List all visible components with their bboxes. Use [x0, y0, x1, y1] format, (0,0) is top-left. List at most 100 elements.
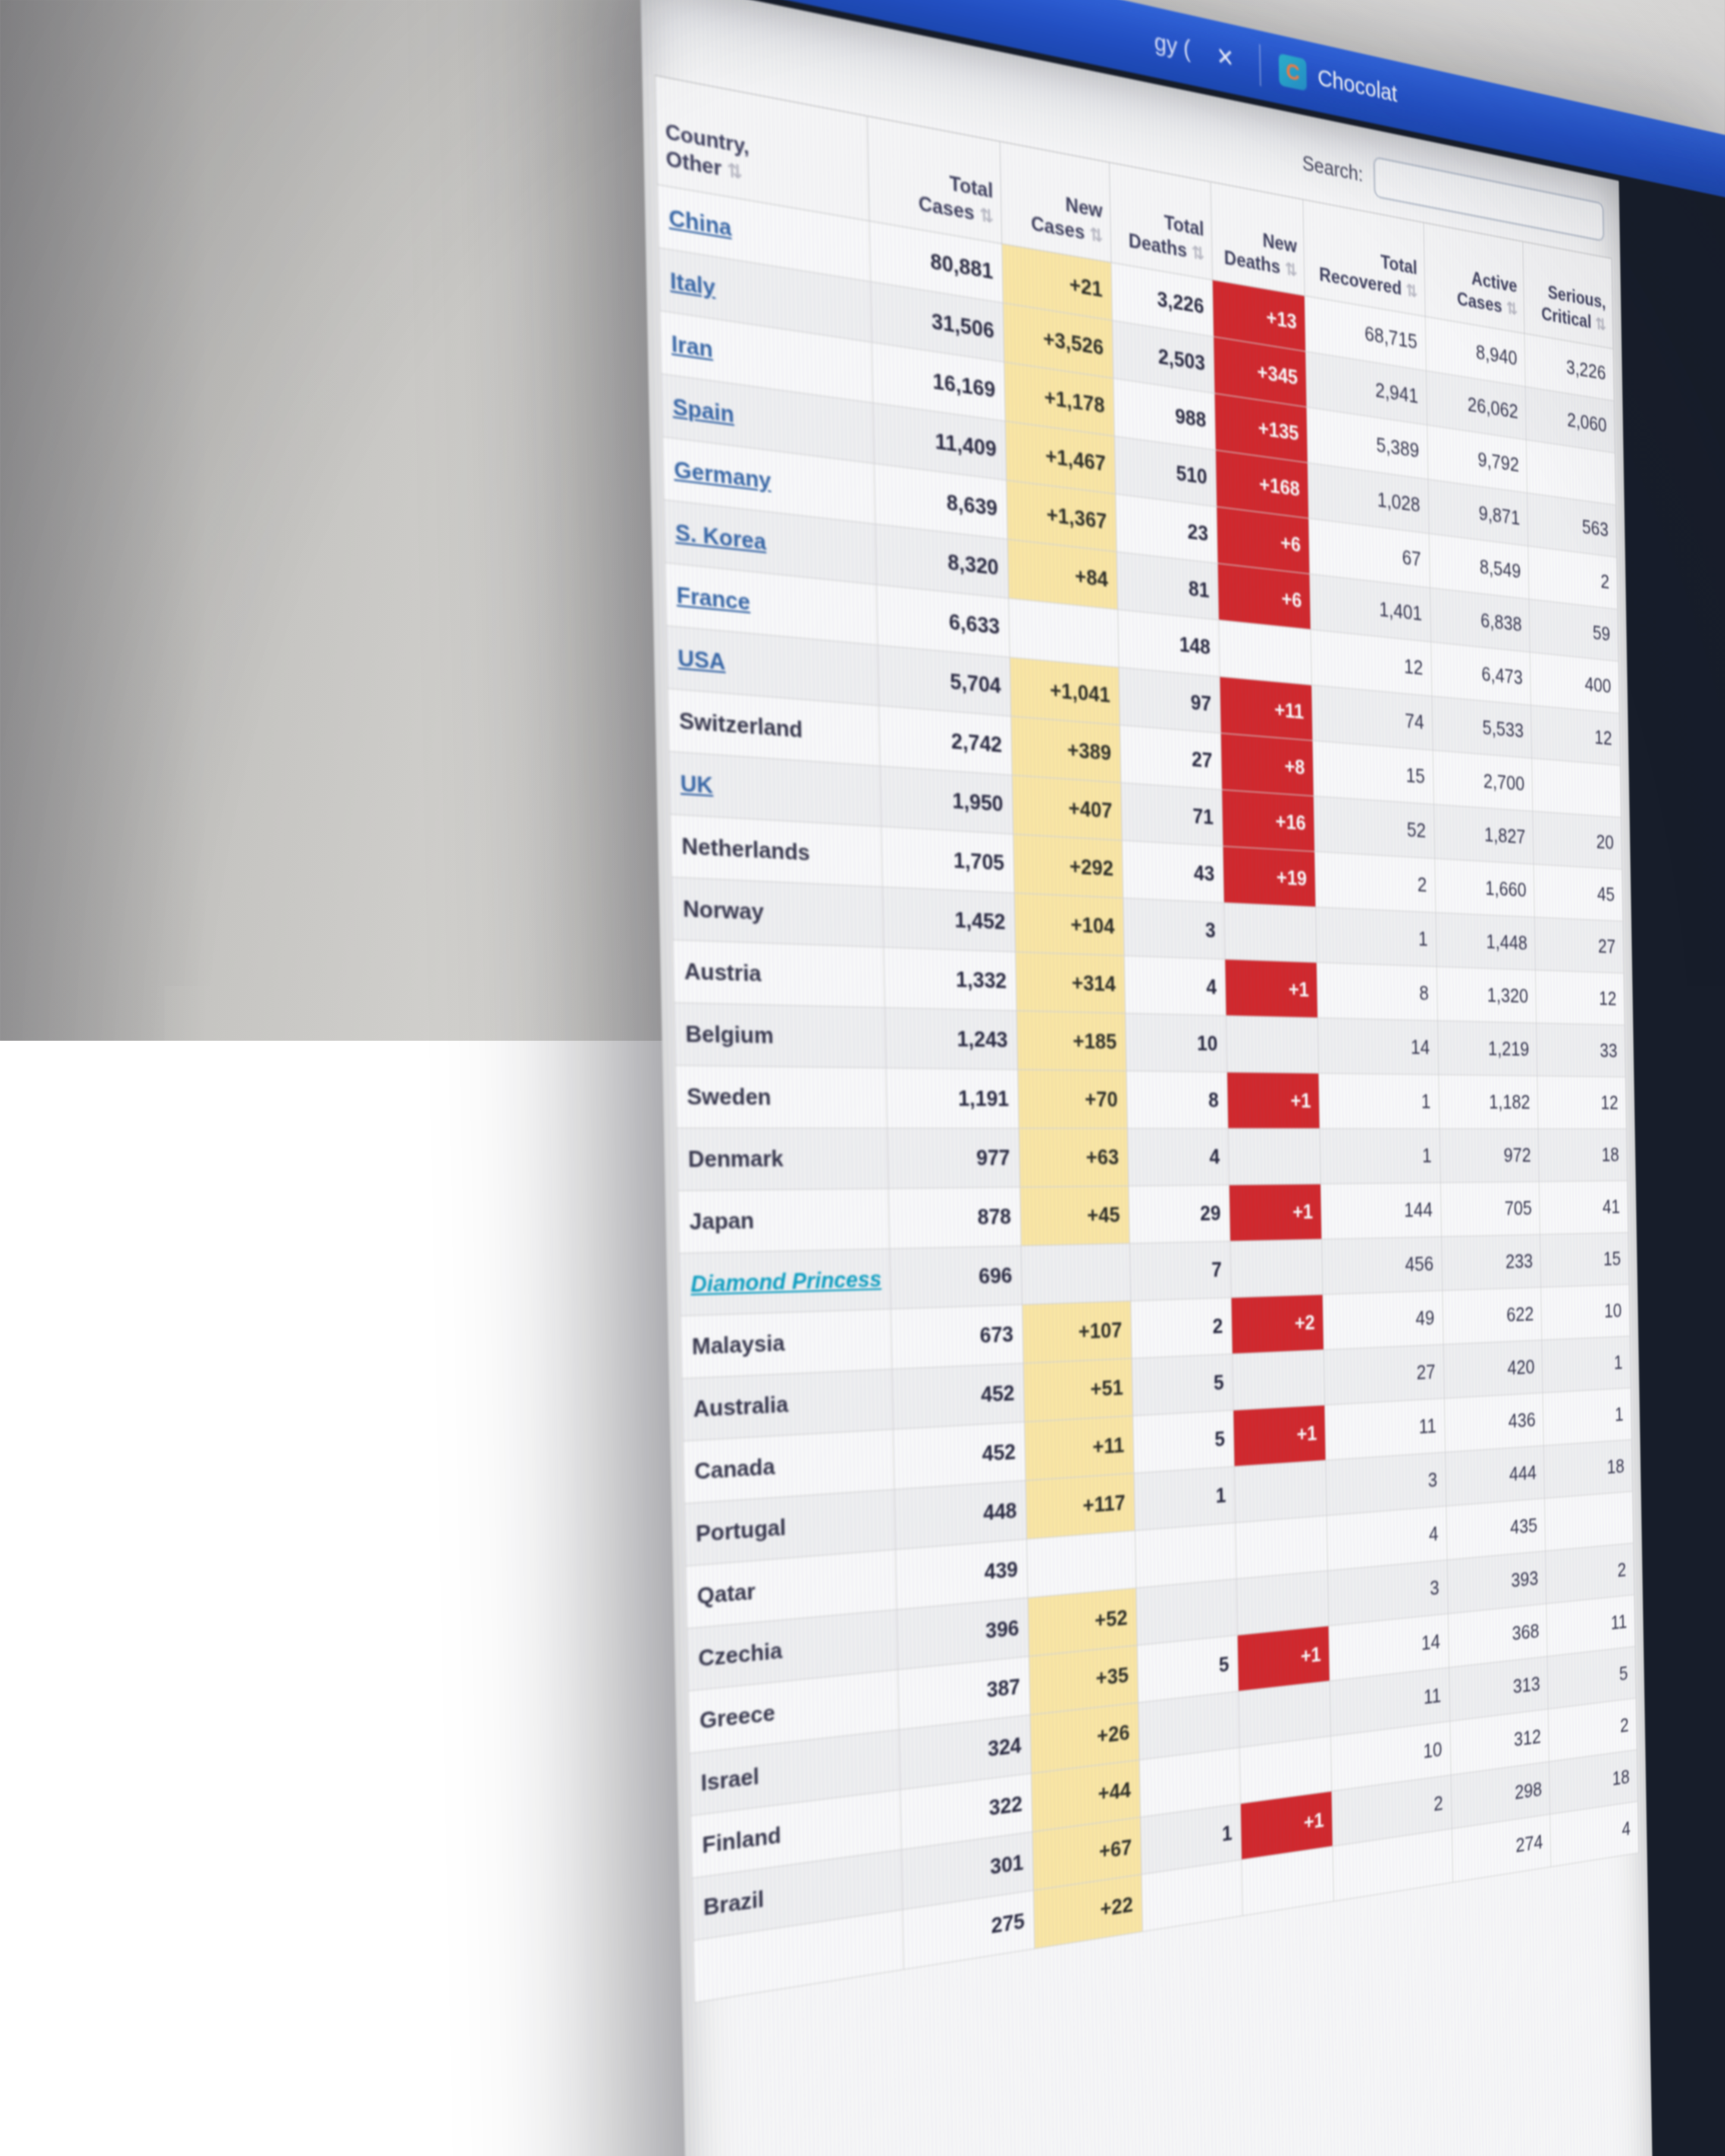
browser-tab-chocolate[interactable]: C Chocolat: [1279, 53, 1397, 110]
column-header[interactable]: New Deaths ⇅: [1211, 182, 1305, 296]
sort-icon[interactable]: ⇅: [1191, 242, 1205, 265]
country-link[interactable]: USA: [677, 644, 726, 675]
new-deaths-cell: +16: [1222, 790, 1315, 851]
country-cell: Denmark: [677, 1128, 888, 1191]
country-link[interactable]: Diamond Princess: [690, 1266, 882, 1297]
total-deaths-cell: 81: [1117, 552, 1219, 620]
new-cases-cell: +185: [1017, 1011, 1126, 1071]
tab-favicon-icon: C: [1279, 53, 1307, 91]
total-recovered-cell: 8: [1317, 962, 1437, 1021]
new-deaths-cell: +2: [1231, 1294, 1324, 1354]
total-cases-cell: 1,191: [886, 1068, 1019, 1128]
search-label: Search:: [1302, 150, 1363, 187]
active-cases-cell: 420: [1443, 1340, 1543, 1398]
serious-critical-cell: 400: [1530, 652, 1619, 713]
active-cases-cell: 1,448: [1436, 912, 1536, 970]
sort-icon[interactable]: ⇅: [1089, 223, 1103, 247]
active-cases-cell: 444: [1445, 1445, 1545, 1506]
new-deaths-cell: [1236, 1516, 1328, 1579]
active-cases-cell: 1,219: [1437, 1021, 1537, 1076]
covid-stats-table: Country, Other ⇅ Total Cases ⇅ New Cases ⇅ …: [655, 75, 1639, 2003]
total-deaths-cell: 29: [1129, 1185, 1230, 1244]
total-recovered-cell: 144: [1321, 1183, 1441, 1239]
sort-icon[interactable]: ⇅: [1506, 298, 1518, 319]
sort-icon[interactable]: ⇅: [979, 204, 994, 228]
serious-critical-cell: 15: [1540, 1232, 1629, 1287]
sort-icon[interactable]: ⇅: [1405, 280, 1418, 301]
serious-critical-cell: [1545, 1492, 1633, 1551]
total-cases-cell: 696: [889, 1246, 1022, 1309]
new-cases-cell: +51: [1024, 1358, 1133, 1422]
active-cases-cell: 2,700: [1433, 750, 1533, 811]
active-cases-cell: 1,660: [1434, 859, 1534, 917]
country-cell: Belgium: [674, 1003, 886, 1068]
total-cases-cell: 673: [891, 1304, 1024, 1369]
serious-critical-cell: 45: [1534, 864, 1622, 921]
serious-critical-cell: 12: [1536, 970, 1625, 1025]
total-recovered-cell: 1: [1320, 1128, 1440, 1184]
total-deaths-cell: [1135, 1523, 1236, 1588]
tab-divider: [1259, 44, 1261, 86]
close-icon[interactable]: ✕: [1209, 40, 1241, 75]
new-cases-cell: [1027, 1531, 1136, 1598]
total-deaths-cell: 7: [1130, 1241, 1231, 1301]
total-cases-cell: 452: [893, 1422, 1026, 1490]
total-deaths-cell: [1136, 1579, 1238, 1645]
active-cases-cell: 435: [1446, 1498, 1546, 1560]
new-cases-cell: [1009, 598, 1119, 667]
serious-critical-cell: 10: [1541, 1284, 1630, 1340]
new-cases-cell: +117: [1026, 1473, 1135, 1539]
new-deaths-cell: [1230, 1239, 1323, 1297]
country-link[interactable]: S. Korea: [675, 519, 766, 555]
active-cases-cell: 5,533: [1432, 696, 1532, 758]
total-recovered-cell: 15: [1313, 740, 1434, 804]
country-cell: Austria: [673, 940, 884, 1008]
total-recovered-cell: 14: [1318, 1018, 1438, 1075]
browser-tab-partial[interactable]: gy ( ✕: [1154, 28, 1242, 75]
sort-icon[interactable]: ⇅: [1595, 314, 1606, 335]
monitor-screen: gy ( ✕ C Chocolat Search: Country, Other…: [639, 0, 1725, 2156]
column-header[interactable]: Serious, Critical ⇅: [1523, 241, 1613, 348]
new-deaths-cell: +1: [1237, 1626, 1330, 1691]
serious-critical-cell: 59: [1529, 599, 1618, 661]
country-link[interactable]: Spain: [672, 393, 734, 428]
total-deaths-cell: 8: [1126, 1071, 1228, 1128]
country-link[interactable]: UK: [680, 770, 713, 799]
serious-critical-cell: 41: [1539, 1181, 1628, 1235]
country-link[interactable]: China: [668, 204, 732, 241]
sort-icon[interactable]: ⇅: [727, 159, 743, 184]
column-header-label: Total Recovered: [1319, 251, 1418, 300]
new-deaths-cell: [1226, 1015, 1319, 1073]
total-deaths-cell: 148: [1118, 610, 1220, 677]
serious-critical-cell: 2: [1528, 546, 1618, 609]
new-deaths-cell: +1: [1227, 1072, 1320, 1128]
column-header[interactable]: New Cases ⇅: [1000, 141, 1111, 263]
column-header[interactable]: Total Deaths ⇅: [1109, 163, 1212, 280]
total-recovered-cell: 4: [1327, 1506, 1447, 1571]
column-header[interactable]: Active Cases ⇅: [1423, 222, 1524, 333]
country-link[interactable]: France: [676, 581, 750, 615]
total-deaths-cell: 2: [1131, 1297, 1232, 1358]
table-row: Sweden 1,191 +70 8 +1 1 1,182 12: [675, 1065, 1626, 1129]
active-cases-cell: 436: [1444, 1393, 1544, 1452]
total-deaths-cell: 97: [1119, 667, 1220, 733]
total-recovered-cell: 11: [1325, 1398, 1445, 1460]
active-cases-cell: 705: [1440, 1181, 1540, 1237]
country-link[interactable]: Iran: [671, 330, 713, 363]
serious-critical-cell: 1: [1543, 1388, 1631, 1446]
new-deaths-cell: +11: [1220, 677, 1313, 740]
total-cases-cell: 2,742: [878, 705, 1012, 775]
country-link[interactable]: Germany: [674, 456, 771, 494]
total-deaths-cell: 71: [1121, 783, 1223, 846]
total-recovered-cell: 2: [1315, 852, 1435, 912]
sort-icon[interactable]: ⇅: [1284, 258, 1297, 280]
web-page: Search: Country, Other ⇅ Total Cases ⇅ New…: [640, 0, 1653, 2156]
country-link[interactable]: Italy: [670, 267, 715, 301]
new-cases-cell: +407: [1012, 775, 1122, 840]
new-cases-cell: +314: [1016, 952, 1125, 1013]
total-cases-cell: 1,705: [881, 827, 1015, 893]
country-cell[interactable]: Diamond Princess: [679, 1249, 891, 1316]
new-deaths-cell: +1: [1233, 1405, 1326, 1466]
new-deaths-cell: +8: [1221, 733, 1314, 796]
serious-critical-cell: 18: [1544, 1440, 1632, 1498]
